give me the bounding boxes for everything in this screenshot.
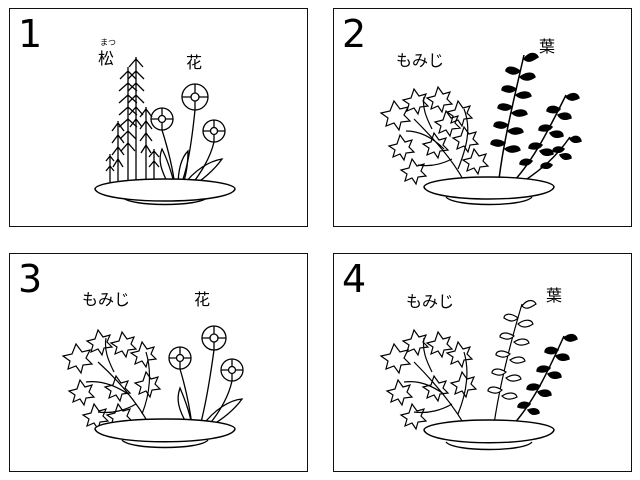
maple-branch [61,328,162,431]
pine-reading: まつ [100,38,116,47]
flower-label: 花 [186,53,203,72]
flower-label: 花 [194,290,211,309]
panel-4: 4 もみじ 葉 [333,253,632,472]
arrangement-illustration [379,299,578,451]
maple-branch [379,85,490,186]
arrangement-illustration [379,52,582,206]
panel-number: 1 [18,12,43,56]
suiban-dish [423,419,555,451]
suiban-dish [94,178,236,206]
leaf-label: 葉 [539,37,556,56]
panel-number: 2 [342,12,367,56]
pine-sprigs [105,57,160,189]
flowers [168,325,244,427]
panel-2: 2 もみじ 葉 [333,8,632,227]
maple-branch [379,328,478,431]
panel-number: 3 [18,257,43,301]
leaf-label: 葉 [546,286,563,305]
outline-leaf-branch [487,299,537,425]
panel-number: 4 [342,257,367,301]
pine-label: 松 [98,49,115,68]
flowers [150,83,226,188]
maple-label: もみじ [82,290,131,309]
panel-1: 1 まつ 松 花 [9,8,308,227]
arrangement-illustration [94,57,236,206]
panel-3: 3 もみじ 花 [9,253,308,472]
maple-label: もみじ [406,292,455,311]
suiban-dish [94,418,236,449]
suiban-dish [423,176,555,206]
leaf-branches [490,52,582,182]
dark-leaf-branch [511,333,578,427]
arrangement-illustration [61,325,244,449]
maple-label: もみじ [396,51,445,70]
